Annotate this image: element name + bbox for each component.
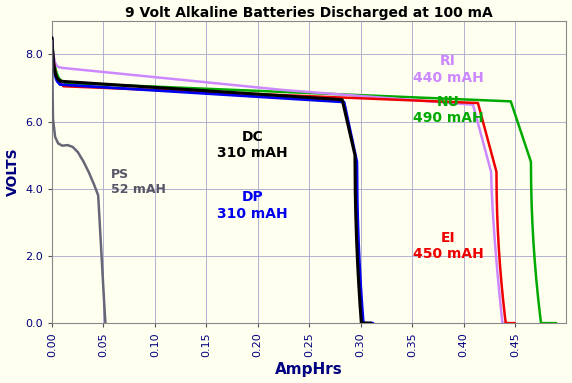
Text: DP
310 mAH: DP 310 mAH (217, 190, 288, 221)
Text: EI
450 mAH: EI 450 mAH (413, 231, 483, 261)
Title: 9 Volt Alkaline Batteries Discharged at 100 mA: 9 Volt Alkaline Batteries Discharged at … (125, 6, 493, 20)
X-axis label: AmpHrs: AmpHrs (275, 362, 343, 377)
Text: PS
52 mAH: PS 52 mAH (110, 168, 165, 196)
Text: DC
310 mAH: DC 310 mAH (217, 130, 288, 160)
Text: RI
440 mAH: RI 440 mAH (413, 54, 483, 85)
Text: NU
490 mAH: NU 490 mAH (413, 95, 483, 125)
Y-axis label: VOLTS: VOLTS (6, 147, 19, 196)
